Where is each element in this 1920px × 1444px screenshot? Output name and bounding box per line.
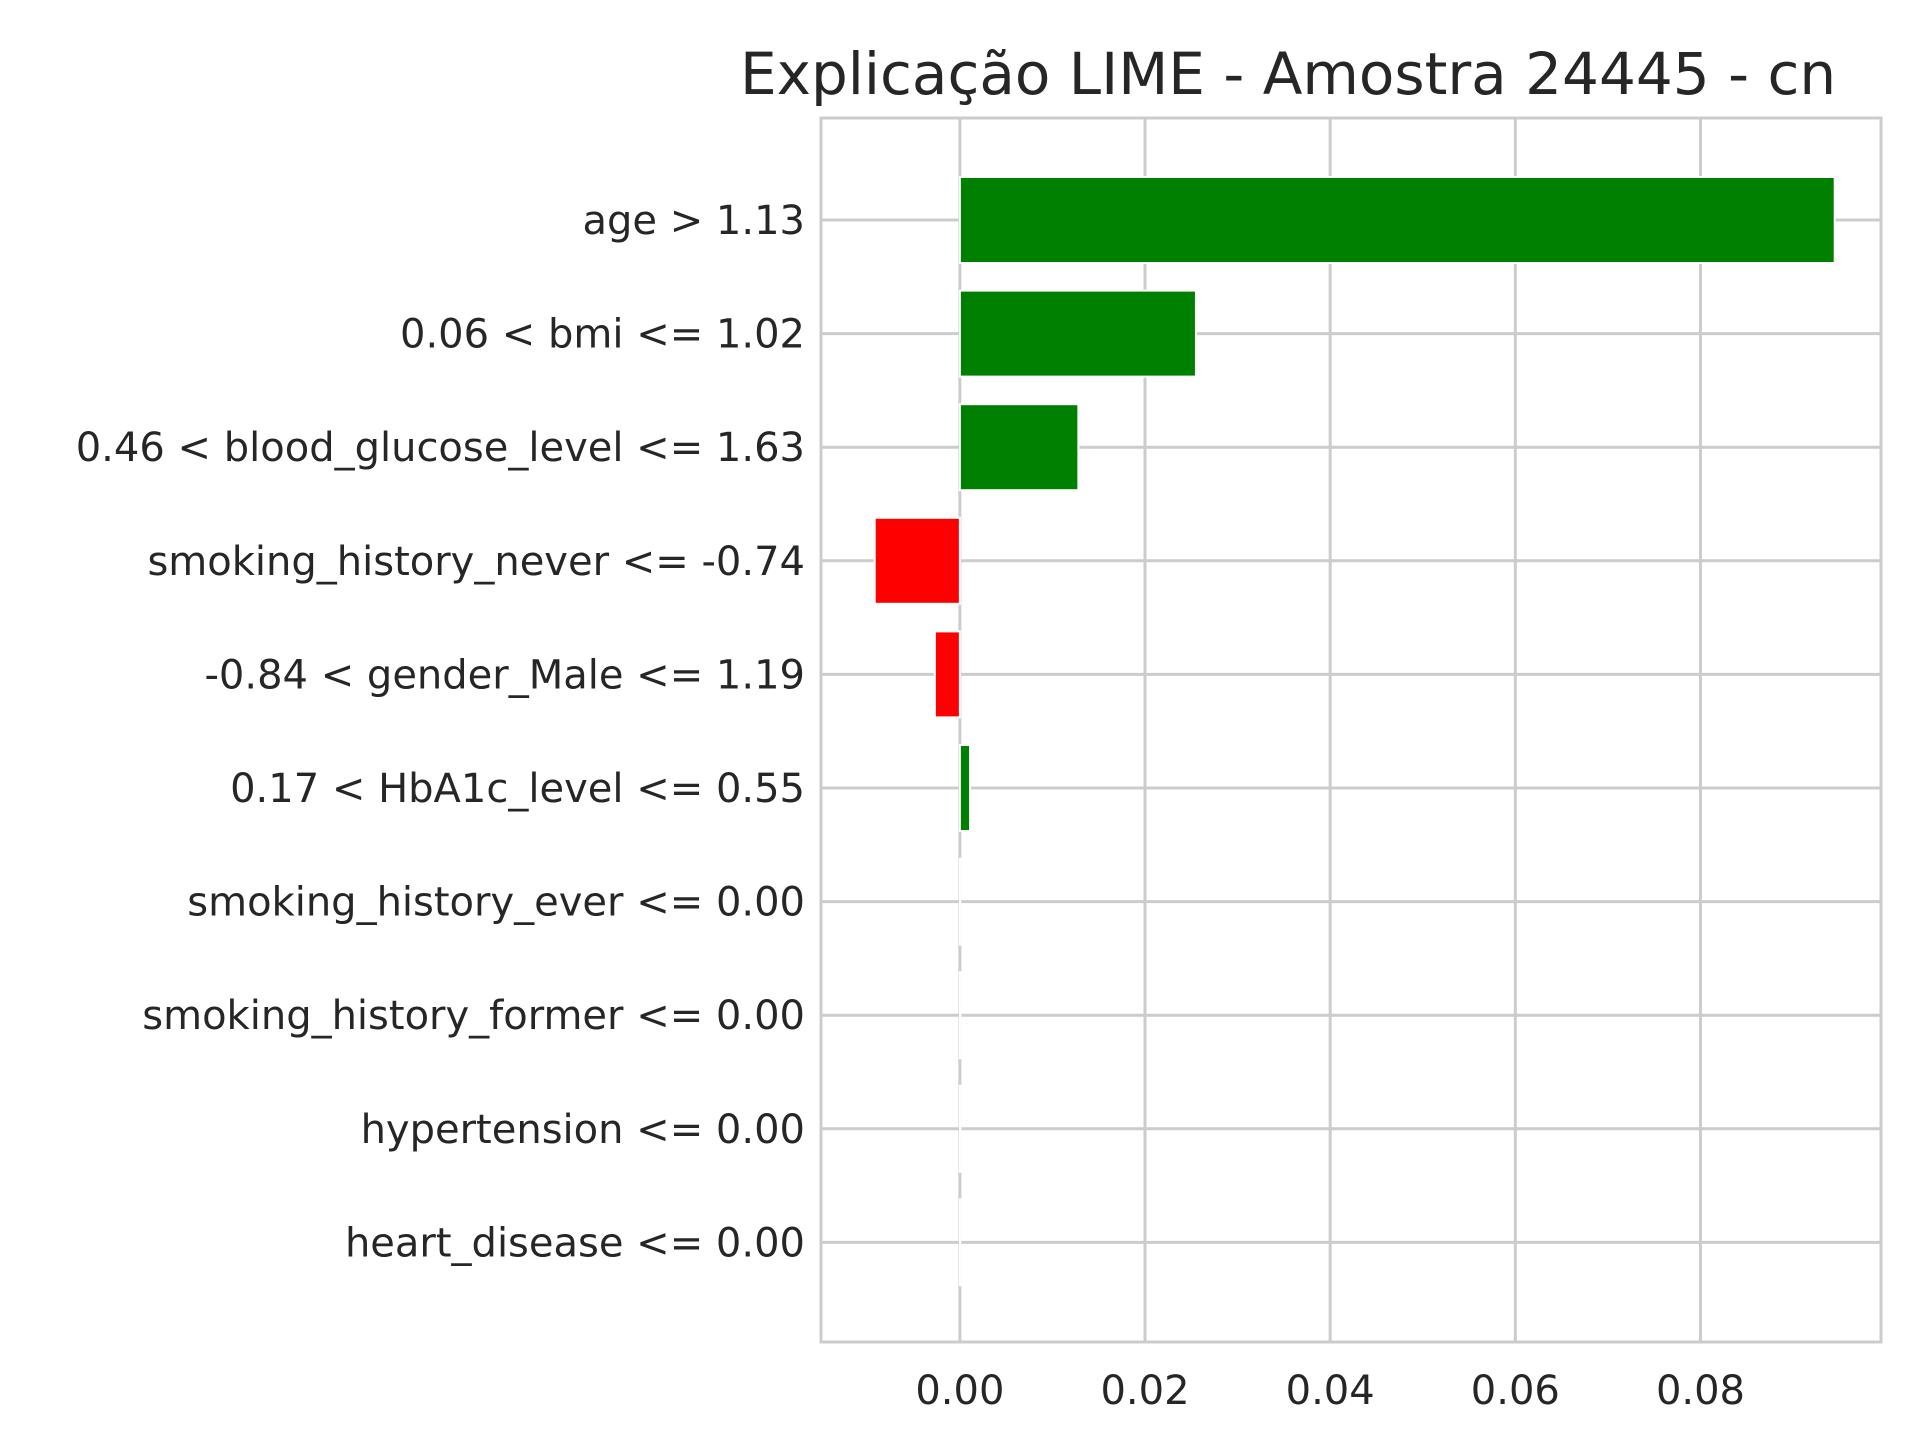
bar <box>958 857 962 946</box>
y-tick-label: smoking_history_never <= -0.74 <box>147 539 805 585</box>
bar <box>873 516 961 605</box>
bar <box>958 1198 962 1287</box>
y-tick-label: 0.17 < HbA1c_level <= 0.55 <box>230 766 805 812</box>
y-tick-label: hypertension <= 0.00 <box>361 1107 805 1153</box>
y-tick-label: 0.46 < blood_glucose_level <= 1.63 <box>76 425 805 471</box>
bar <box>958 971 962 1060</box>
x-tick-label: 0.06 <box>1471 1368 1560 1414</box>
bar <box>958 1084 962 1173</box>
y-tick-labels: age > 1.13 0.06 < bmi <= 1.02 0.46 < blood… <box>76 198 805 1266</box>
bar <box>958 403 1080 492</box>
x-tick-label: 0.02 <box>1100 1368 1189 1414</box>
x-tick-labels: 0.00 0.02 0.04 0.06 0.08 <box>915 1368 1745 1414</box>
y-tick-label: heart_disease <= 0.00 <box>345 1220 805 1266</box>
chart-title: Explicação LIME - Amostra 24445 - cn <box>740 40 1836 108</box>
y-tick-label: 0.06 < bmi <= 1.02 <box>400 312 805 358</box>
bars-layer <box>873 176 1836 1287</box>
x-tick-label: 0.04 <box>1286 1368 1375 1414</box>
y-tick-label: age > 1.13 <box>582 198 805 244</box>
y-tick-label: smoking_history_former <= 0.00 <box>142 993 805 1039</box>
x-tick-label: 0.00 <box>915 1368 1004 1414</box>
bar <box>933 630 961 719</box>
y-tick-label: smoking_history_ever <= 0.00 <box>187 880 805 926</box>
bar <box>958 289 1197 378</box>
plot-frame <box>819 116 1883 1344</box>
bar <box>958 176 1836 264</box>
y-tick-label: -0.84 < gender_Male <= 1.19 <box>204 652 805 698</box>
x-tick-label: 0.08 <box>1656 1368 1745 1414</box>
bar <box>958 744 972 832</box>
